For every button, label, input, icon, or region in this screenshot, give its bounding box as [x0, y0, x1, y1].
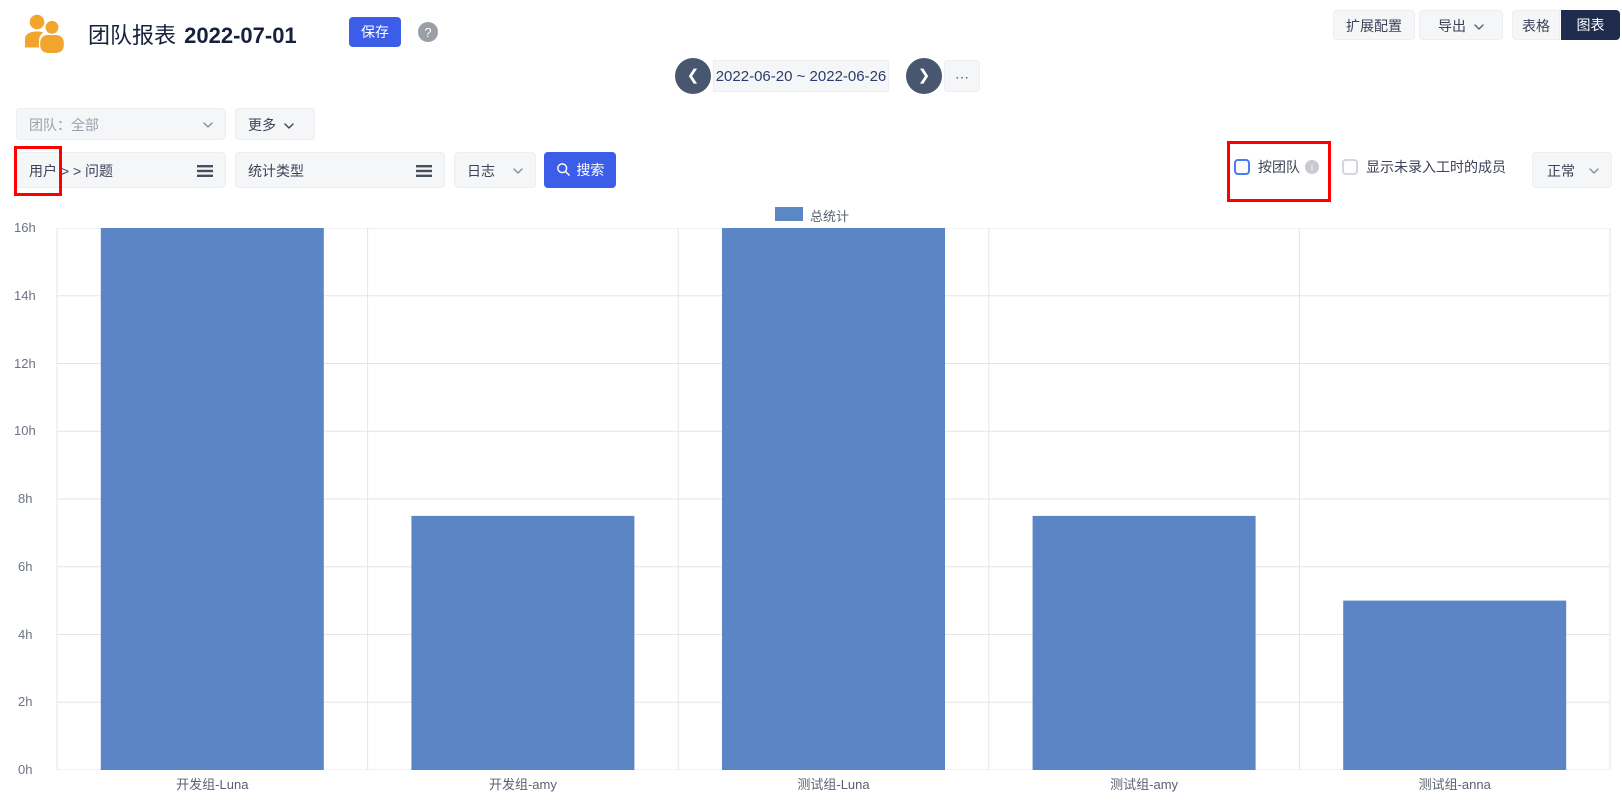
- svg-text:?: ?: [424, 25, 431, 40]
